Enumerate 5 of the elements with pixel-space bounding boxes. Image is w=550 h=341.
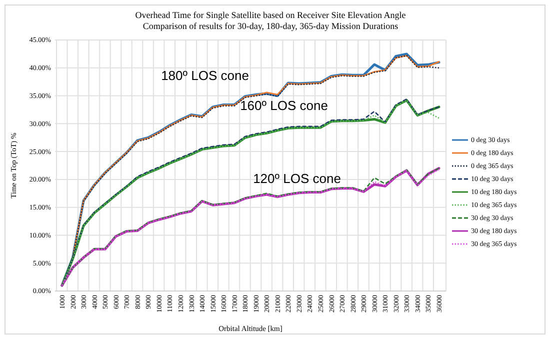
chart-subtitle: Comparison of results for 30-day, 180-day, 365-day Mission Durations: [142, 21, 399, 31]
annotation: 160º LOS cone: [240, 98, 328, 113]
annotation: 180º LOS cone: [161, 68, 249, 83]
chart-title: Overhead Time for Single Satellite based on Receiver Site Elevation Angle: [135, 10, 406, 20]
annotation: 120º LOS cone: [253, 171, 341, 186]
